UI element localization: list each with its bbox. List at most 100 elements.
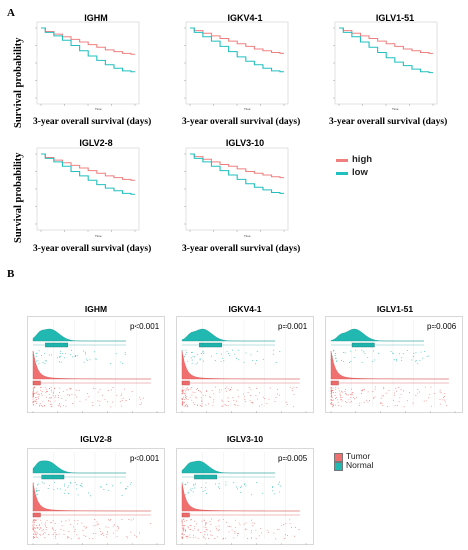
tumor-point	[102, 532, 104, 534]
normal-point	[64, 357, 66, 359]
normal-point	[192, 491, 194, 493]
normal-point	[74, 482, 76, 483]
tumor-point	[332, 405, 334, 407]
normal-point	[59, 361, 61, 363]
tumor-point	[182, 386, 184, 388]
normal-point	[363, 351, 365, 353]
tumor-point	[332, 389, 334, 391]
tumor-point	[205, 390, 207, 392]
tumor-point	[364, 389, 366, 391]
tumor-point	[71, 393, 73, 395]
normal-point	[130, 481, 132, 483]
tumor-point	[88, 538, 90, 539]
normal-point	[63, 485, 65, 487]
normal-point	[35, 489, 37, 491]
tumor-point	[68, 519, 70, 521]
normal-point	[36, 494, 38, 496]
tumor-point	[35, 397, 36, 399]
tumor-point	[227, 397, 229, 399]
tumor-point	[181, 389, 183, 390]
tumor-point	[294, 535, 295, 537]
tumor-point	[382, 405, 384, 406]
normal-point	[350, 350, 352, 352]
tumor-point	[276, 393, 278, 395]
tumor-point	[85, 399, 87, 401]
tumor-point	[52, 529, 54, 531]
tumor-point	[362, 390, 363, 392]
tumor-point	[136, 536, 138, 538]
tumor-point	[348, 399, 350, 401]
tumor-point	[257, 398, 258, 400]
tumor-point	[110, 406, 112, 408]
tumor-point	[264, 397, 266, 399]
normal-point	[181, 349, 183, 351]
tumor-point	[100, 533, 102, 535]
tumor-point	[187, 526, 189, 528]
tumor-point	[331, 389, 333, 391]
tumor-point	[218, 519, 220, 521]
tumor-point	[340, 405, 342, 407]
tumor-point	[439, 398, 441, 400]
tumor-point	[218, 525, 220, 527]
tumor-point	[286, 404, 288, 406]
normal-point	[191, 359, 193, 361]
tumor-point	[58, 533, 60, 535]
tumor-point	[189, 528, 191, 530]
normal-point	[401, 357, 403, 359]
tumor-point	[194, 525, 196, 527]
tumor-point	[99, 389, 101, 391]
tumor-point	[374, 396, 376, 398]
tumor-point	[183, 520, 185, 522]
normal-point	[220, 353, 222, 355]
tumor-point	[183, 527, 185, 529]
tumor-point	[215, 526, 217, 528]
normal-point	[236, 486, 237, 488]
tumor-point	[350, 396, 352, 398]
normal-point	[88, 492, 90, 494]
tumor-point	[34, 399, 36, 401]
tumor-point	[34, 527, 36, 529]
tumor-point	[444, 393, 446, 395]
tumor-point	[48, 534, 50, 536]
tumor-point	[35, 519, 37, 521]
tumor-point	[129, 398, 130, 400]
tumor-point	[417, 392, 419, 394]
tumor-point	[439, 389, 441, 391]
tumor-point	[201, 399, 203, 401]
normal-point	[205, 482, 207, 484]
tumor-point	[197, 404, 198, 406]
tumor-point	[210, 523, 212, 525]
normal-point	[199, 359, 201, 361]
tumor-point	[186, 387, 188, 389]
tumor-point	[442, 396, 444, 398]
normal-point	[54, 481, 56, 483]
tumor-point	[41, 391, 43, 393]
legend-a-high-swatch	[336, 159, 348, 162]
tumor-point	[46, 391, 47, 392]
legend-a-low-label: low	[352, 167, 368, 178]
normal-point	[350, 361, 352, 363]
normal-point	[188, 492, 189, 494]
tumor-point	[211, 535, 213, 537]
tumor-point	[237, 405, 239, 407]
tumor-point	[182, 390, 184, 392]
normal-point	[415, 352, 417, 354]
tumor-point	[41, 394, 43, 396]
tumor-point	[149, 522, 151, 524]
tumor-point	[332, 403, 334, 405]
tumor-point	[181, 398, 183, 400]
normal-point	[187, 491, 189, 493]
tumor-point	[38, 396, 39, 398]
tumor-point	[339, 392, 341, 394]
tumor-point	[250, 394, 252, 396]
tumor-point	[191, 394, 193, 396]
tumor-point	[117, 526, 119, 528]
tumor-point	[340, 396, 342, 398]
tumor-point	[295, 526, 297, 528]
tumor-point	[32, 387, 34, 389]
tumor-point	[36, 524, 38, 526]
normal-point	[94, 351, 96, 353]
tumor-point	[352, 391, 354, 393]
normal-point	[42, 481, 43, 483]
tumor-point	[355, 396, 357, 398]
